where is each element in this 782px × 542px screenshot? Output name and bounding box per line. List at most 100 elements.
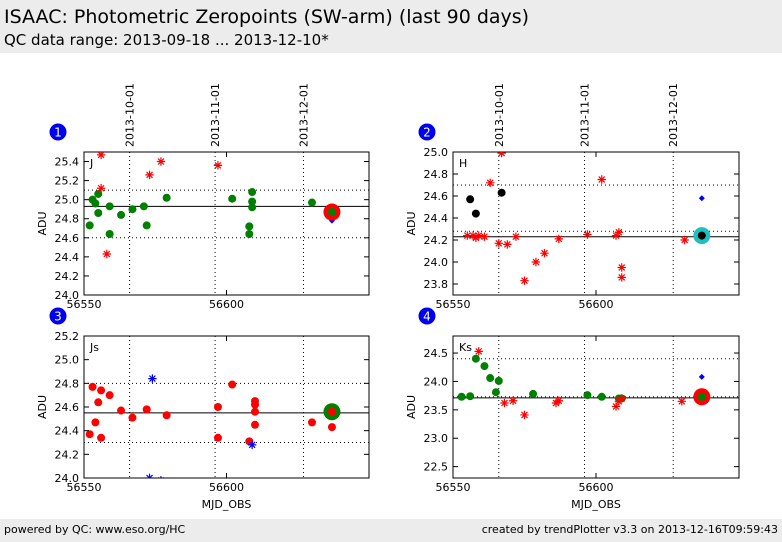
data-point-star: [156, 157, 166, 166]
data-point-star: [503, 240, 512, 249]
data-point: [251, 400, 259, 409]
data-point: [251, 420, 259, 429]
data-point-star: [611, 402, 621, 411]
data-point: [245, 222, 254, 231]
y-tick-label: 25.0: [55, 354, 80, 367]
data-point: [466, 392, 475, 401]
data-point: [128, 413, 137, 422]
panel-number-label: 1: [54, 126, 62, 140]
data-point: [308, 198, 316, 207]
latest-point-marker: [327, 208, 336, 217]
band-label: J: [89, 157, 93, 170]
y-tick-label: 22.5: [424, 461, 449, 474]
x-axis-label: MJD_OBS: [202, 498, 252, 511]
chart-panel-3: 3 24.0 24.2 24.4 24.6 24.8 25.0 25.2 56550 56600 J…: [36, 307, 370, 511]
data-point: [94, 209, 103, 218]
y-tick-label: 24.8: [424, 168, 449, 181]
data-point: [162, 193, 171, 202]
data-point: [94, 398, 103, 407]
data-point: [457, 392, 466, 401]
x-tick-label: 56550: [67, 481, 102, 494]
data-point: [117, 406, 126, 415]
panel-number-badge: [418, 123, 436, 141]
data-point-star: [614, 228, 624, 237]
plot-frame: [83, 151, 370, 296]
y-tick-label: 24.2: [424, 234, 449, 247]
panel-number-badge: [49, 123, 67, 141]
date-tick-label: 2013-12-01: [297, 83, 310, 147]
y-tick-label: 24.0: [424, 256, 449, 269]
data-point-star: [680, 235, 689, 245]
y-tick-label: 24.0: [55, 289, 80, 302]
data-point: [491, 388, 500, 397]
data-point-diamond: [698, 373, 705, 380]
chart-panel-2: 2 23.8 24.0 24.2 24.4 24.6 24.8 25.0 56550 56600 2…: [405, 83, 740, 311]
panel-number-label: 2: [423, 126, 431, 140]
y-tick-label: 24.2: [55, 270, 80, 283]
band-label: Js: [89, 341, 99, 354]
data-point: [213, 403, 222, 411]
data-point: [128, 205, 137, 214]
x-tick-label: 56550: [67, 298, 102, 311]
plot-area: [84, 336, 369, 478]
chart-panel-4: 4 22.5 23.0 23.5 24.0 24.5 56550 56600 Ks ADU MJD_…: [405, 307, 740, 511]
data-point-star: [554, 234, 564, 244]
y-axis-label: ADU: [405, 395, 418, 419]
data-point-star: [511, 232, 521, 241]
panel-number-label: 4: [423, 310, 431, 324]
plot-area: [84, 152, 369, 295]
data-point-star: [583, 230, 592, 239]
data-point-diamond: [698, 195, 705, 202]
data-point-star: [617, 394, 626, 403]
y-tick-label: 23.5: [424, 404, 449, 417]
data-point-star: [148, 374, 157, 383]
y-tick-label: 25.2: [55, 330, 80, 343]
data-point-star: [617, 263, 626, 272]
data-point-star: [500, 398, 509, 408]
x-tick-label: 56550: [436, 298, 471, 311]
data-point-star: [554, 396, 564, 405]
data-point: [529, 389, 538, 398]
data-point-star: [617, 273, 626, 282]
data-point: [117, 210, 126, 219]
data-point-star: [480, 232, 489, 241]
data-point: [85, 430, 94, 439]
date-tick-label: 2013-10-01: [124, 83, 137, 147]
y-tick-label: 23.0: [424, 432, 449, 445]
y-axis-label: ADU: [36, 395, 49, 419]
data-point-star: [247, 440, 257, 450]
data-point: [480, 362, 489, 371]
y-tick-label: 24.5: [424, 347, 449, 360]
band-label: H: [459, 157, 467, 170]
data-point: [142, 221, 151, 230]
data-point-star: [508, 396, 518, 405]
date-tick-label: 2013-11-01: [579, 83, 592, 147]
data-point-star: [157, 476, 165, 478]
x-tick-label: 56550: [436, 481, 471, 494]
data-point-star: [677, 397, 686, 406]
plot-frame: [452, 335, 740, 479]
data-point: [497, 188, 506, 197]
y-tick-label: 24.0: [55, 472, 80, 485]
y-tick-label: 24.8: [55, 213, 80, 226]
y-axis-label: ADU: [405, 211, 418, 235]
data-point: [466, 195, 475, 204]
data-point: [471, 354, 480, 363]
data-point: [91, 199, 100, 208]
x-tick-label: 56600: [209, 481, 244, 494]
latest-point-marker: [327, 407, 336, 416]
y-tick-label: 24.0: [424, 375, 449, 388]
y-tick-label: 24.6: [424, 190, 449, 203]
date-tick-label: 2013-10-01: [493, 83, 506, 147]
data-point: [139, 202, 148, 211]
data-point-star: [463, 231, 472, 240]
plot-frame: [452, 151, 740, 296]
y-tick-label: 24.4: [55, 251, 80, 264]
footer-created-by: created by trendPlotter v3.3 on 2013-12-…: [481, 523, 778, 536]
data-point: [105, 202, 114, 211]
footer-bar: powered by QC: www.eso.org/HC created by…: [0, 519, 782, 542]
data-point: [91, 418, 100, 427]
data-point: [494, 376, 503, 385]
x-tick-label: 56600: [579, 298, 614, 311]
data-point: [105, 229, 114, 238]
